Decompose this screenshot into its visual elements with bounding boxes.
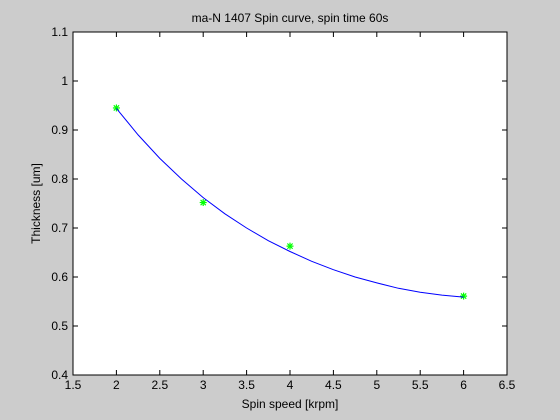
x-tick-label: 6 bbox=[460, 378, 467, 392]
x-tick-label: 3 bbox=[200, 378, 207, 392]
y-tick-label: 0.4 bbox=[51, 368, 68, 382]
axes-frame bbox=[72, 31, 508, 376]
y-tick-label: 1.1 bbox=[51, 25, 68, 39]
x-tick-label: 3.5 bbox=[238, 378, 255, 392]
data-point-marker bbox=[112, 104, 120, 112]
x-tick-label: 6.5 bbox=[499, 378, 516, 392]
x-tick-label: 4.5 bbox=[325, 378, 342, 392]
y-tick-label: 0.6 bbox=[51, 270, 68, 284]
y-tick-label: 1 bbox=[61, 74, 68, 88]
x-tick-label: 2.5 bbox=[151, 378, 168, 392]
y-tick-label: 0.8 bbox=[51, 172, 68, 186]
y-axis-label: Thickness [um] bbox=[29, 163, 43, 244]
fit-curve-line bbox=[116, 108, 464, 298]
x-axis-ticks: 1.5 2 2.5 3 3.5 4 4.5 5 5.5 6 6.5 bbox=[65, 32, 516, 392]
plot-area bbox=[112, 104, 468, 300]
y-tick-label: 0.7 bbox=[51, 221, 68, 235]
y-tick-label: 0.5 bbox=[51, 319, 68, 333]
x-tick-label: 2 bbox=[113, 378, 120, 392]
y-axis-ticks: 0.4 0.5 0.6 0.7 0.8 0.9 1 1.1 bbox=[51, 25, 507, 382]
x-tick-label: 5.5 bbox=[412, 378, 429, 392]
data-point-marker bbox=[460, 292, 468, 300]
y-tick-label: 0.9 bbox=[51, 123, 68, 137]
x-tick-label: 1.5 bbox=[65, 378, 82, 392]
x-tick-label: 4 bbox=[287, 378, 294, 392]
x-axis-label: Spin speed [krpm] bbox=[242, 397, 339, 411]
data-point-marker bbox=[199, 199, 207, 207]
axes-background bbox=[73, 32, 507, 375]
data-point-marker bbox=[286, 242, 294, 250]
x-tick-label: 5 bbox=[373, 378, 380, 392]
chart-title: ma-N 1407 Spin curve, spin time 60s bbox=[192, 11, 389, 25]
